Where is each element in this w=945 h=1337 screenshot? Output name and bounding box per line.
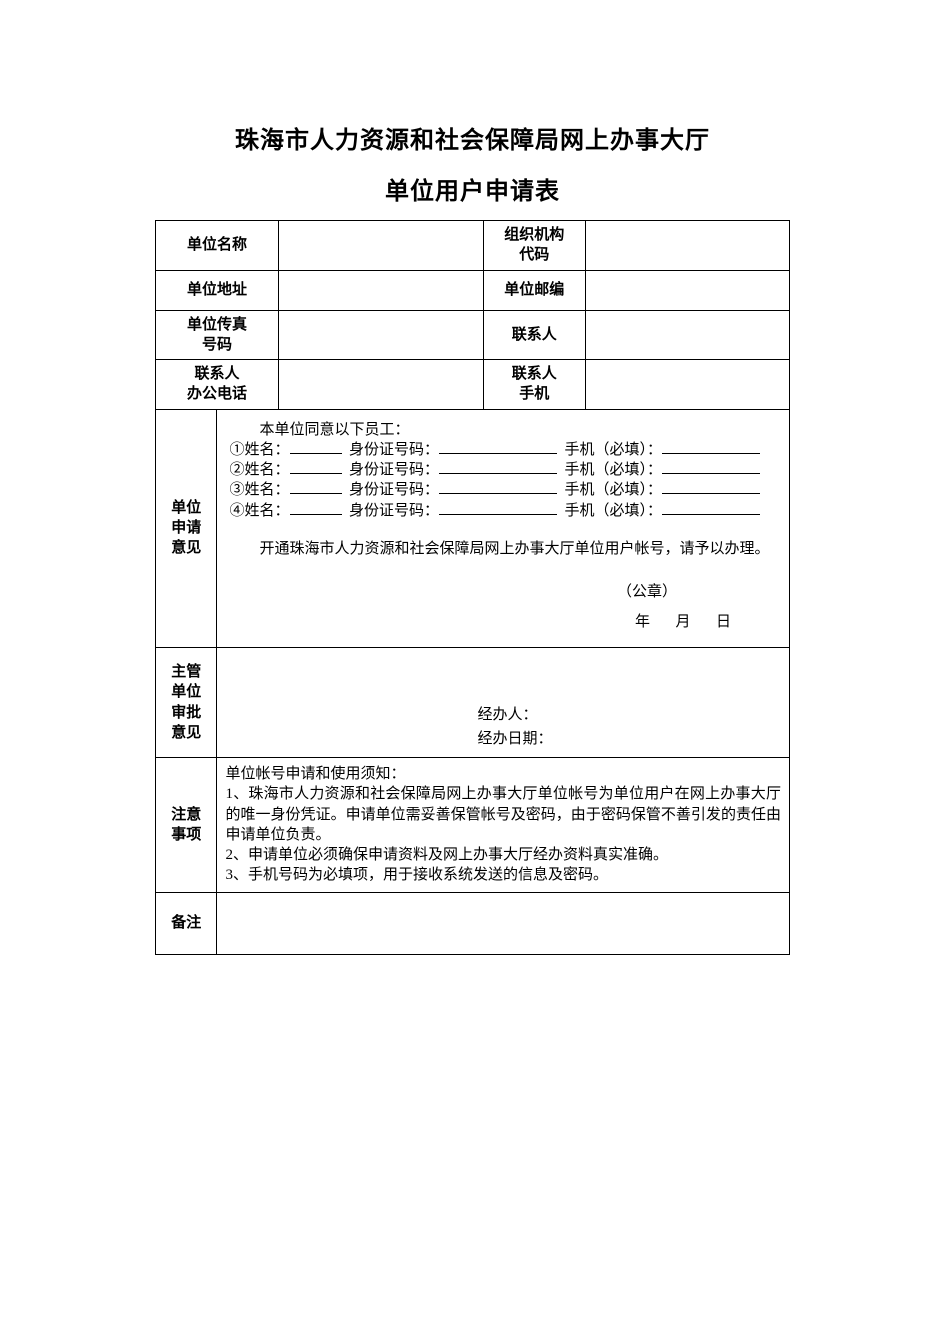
- emp4-prefix: ④: [229, 503, 244, 519]
- emp2-name-field[interactable]: [290, 460, 342, 474]
- notice-head: 单位帐号申请和使用须知：: [225, 764, 781, 784]
- label-opinion-section: 单位 申请 意见: [156, 409, 217, 648]
- emp4-mobile-field[interactable]: [662, 501, 760, 515]
- emp3-name-field[interactable]: [290, 480, 342, 494]
- emp3-id-field[interactable]: [439, 480, 557, 494]
- notice-content: 单位帐号申请和使用须知： 1、珠海市人力资源和社会保障局网上办事大厅单位帐号为单…: [217, 758, 790, 893]
- label-contact-mobile-l1: 联系人: [512, 366, 557, 382]
- stamp-text: （公章）: [229, 577, 737, 607]
- label-approval-l2: 单位: [171, 684, 201, 700]
- emp1-mobile-field[interactable]: [662, 440, 760, 454]
- emp4-id-label: 身份证号码：: [349, 503, 439, 519]
- value-org-addr[interactable]: [278, 270, 483, 310]
- employee-row-2: ②姓名： 身份证号码： 手机（必填）：: [229, 460, 777, 480]
- emp2-mobile-label: 手机（必填）：: [565, 462, 663, 478]
- date-month: 月: [675, 614, 696, 630]
- label-org-code-l2: 代码: [519, 247, 549, 263]
- emp1-name-label: 姓名：: [245, 442, 290, 458]
- remark-content[interactable]: [217, 892, 790, 954]
- label-org-zip: 单位邮编: [483, 270, 585, 310]
- opinion-content: 本单位同意以下员工： ①姓名： 身份证号码： 手机（必填）： ②姓名： 身份证号…: [217, 409, 790, 648]
- label-opinion-l3: 意见: [171, 540, 201, 556]
- employee-row-4: ④姓名： 身份证号码： 手机（必填）：: [229, 501, 777, 521]
- emp4-name-field[interactable]: [290, 501, 342, 515]
- label-remark-section: 备注: [156, 892, 217, 954]
- emp1-id-field[interactable]: [439, 440, 557, 454]
- emp3-name-label: 姓名：: [245, 482, 290, 498]
- notice-item-3: 3、手机号码为必填项，用于接收系统发送的信息及密码。: [225, 865, 781, 885]
- emp3-mobile-field[interactable]: [662, 480, 760, 494]
- label-approval-section: 主管 单位 审批 意见: [156, 648, 217, 758]
- value-org-fax[interactable]: [278, 310, 483, 360]
- label-opinion-l2: 申请: [171, 520, 201, 536]
- emp1-prefix: ①: [229, 442, 244, 458]
- value-org-zip[interactable]: [585, 270, 789, 310]
- emp2-id-field[interactable]: [439, 460, 557, 474]
- emp2-prefix: ②: [229, 462, 244, 478]
- label-org-code-l1: 组织机构: [504, 227, 564, 243]
- label-org-addr: 单位地址: [156, 270, 279, 310]
- label-notice-section: 注意 事项: [156, 758, 217, 893]
- emp1-mobile-label: 手机（必填）：: [565, 442, 663, 458]
- emp3-prefix: ③: [229, 482, 244, 498]
- value-contact[interactable]: [585, 310, 789, 360]
- emp4-name-label: 姓名：: [245, 503, 290, 519]
- label-org-fax: 单位传真 号码: [156, 310, 279, 360]
- emp4-mobile-label: 手机（必填）：: [565, 503, 663, 519]
- label-approval-l3: 审批: [171, 705, 201, 721]
- emp2-id-label: 身份证号码：: [349, 462, 439, 478]
- notice-item-1: 1、珠海市人力资源和社会保障局网上办事大厅单位帐号为单位用户在网上办事大厅的唯一…: [225, 784, 781, 845]
- emp2-mobile-field[interactable]: [662, 460, 760, 474]
- approval-handler: 经办人：: [477, 703, 789, 727]
- label-opinion-l1: 单位: [171, 500, 201, 516]
- application-form-table: 单位名称 组织机构 代码 单位地址 单位邮编 单位传真 号码 联系人 联系人 办…: [155, 220, 790, 955]
- value-org-name[interactable]: [278, 221, 483, 271]
- employee-row-3: ③姓名： 身份证号码： 手机（必填）：: [229, 480, 777, 500]
- date-day: 日: [716, 614, 737, 630]
- approval-date: 经办日期：: [477, 727, 789, 751]
- emp3-mobile-label: 手机（必填）：: [565, 482, 663, 498]
- form-title: 珠海市人力资源和社会保障局网上办事大厅 单位用户申请表: [155, 120, 790, 206]
- approval-content: 经办人： 经办日期：: [217, 648, 790, 758]
- label-contact-tel-l2: 办公电话: [187, 386, 247, 402]
- label-contact: 联系人: [483, 310, 585, 360]
- emp4-id-field[interactable]: [439, 501, 557, 515]
- label-approval-l4: 意见: [171, 725, 201, 741]
- date-year: 年: [635, 614, 656, 630]
- label-contact-mobile: 联系人 手机: [483, 360, 585, 410]
- emp1-name-field[interactable]: [290, 440, 342, 454]
- label-org-fax-l2: 号码: [202, 337, 232, 353]
- emp1-id-label: 身份证号码：: [349, 442, 439, 458]
- title-line-1: 珠海市人力资源和社会保障局网上办事大厅: [155, 120, 790, 155]
- opinion-request: 开通珠海市人力资源和社会保障局网上办事大厅单位用户帐号，请予以办理。: [229, 539, 777, 559]
- label-org-code: 组织机构 代码: [483, 221, 585, 271]
- label-notice-l1: 注意: [171, 807, 201, 823]
- emp3-id-label: 身份证号码：: [349, 482, 439, 498]
- label-contact-mobile-l2: 手机: [519, 386, 549, 402]
- emp2-name-label: 姓名：: [245, 462, 290, 478]
- label-contact-tel: 联系人 办公电话: [156, 360, 279, 410]
- label-org-name: 单位名称: [156, 221, 279, 271]
- label-approval-l1: 主管: [171, 664, 201, 680]
- stamp-block: （公章） 年 月 日: [229, 577, 777, 637]
- date-line: 年 月 日: [229, 607, 737, 637]
- notice-item-2: 2、申请单位必须确保申请资料及网上办事大厅经办资料真实准确。: [225, 845, 781, 865]
- label-org-fax-l1: 单位传真: [187, 317, 247, 333]
- value-contact-tel[interactable]: [278, 360, 483, 410]
- value-contact-mobile[interactable]: [585, 360, 789, 410]
- label-notice-l2: 事项: [171, 827, 201, 843]
- title-line-2: 单位用户申请表: [155, 171, 790, 206]
- label-contact-tel-l1: 联系人: [194, 366, 239, 382]
- opinion-intro: 本单位同意以下员工：: [229, 420, 777, 440]
- value-org-code[interactable]: [585, 221, 789, 271]
- employee-row-1: ①姓名： 身份证号码： 手机（必填）：: [229, 440, 777, 460]
